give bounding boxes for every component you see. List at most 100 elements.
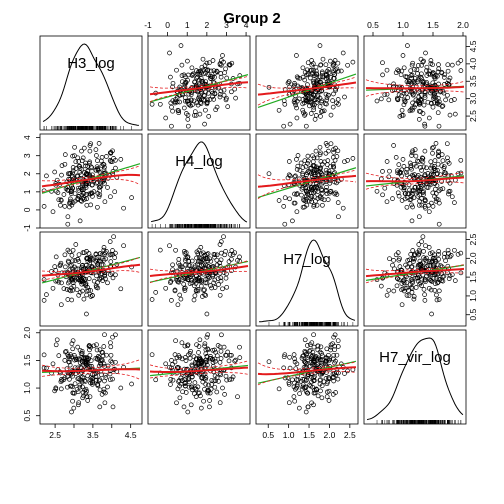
data-point bbox=[235, 394, 240, 400]
data-point bbox=[50, 285, 56, 291]
data-point bbox=[445, 62, 451, 68]
density-curve bbox=[366, 337, 464, 421]
data-point bbox=[83, 362, 89, 368]
data-point bbox=[83, 360, 89, 366]
data-point bbox=[299, 355, 305, 361]
data-point bbox=[188, 348, 193, 354]
data-point bbox=[311, 344, 317, 350]
axis-tick-label: 1.5 bbox=[427, 20, 439, 30]
data-point bbox=[294, 192, 299, 197]
data-point bbox=[311, 107, 317, 113]
data-point bbox=[455, 60, 461, 66]
data-point bbox=[335, 200, 341, 205]
data-point bbox=[196, 350, 201, 355]
data-point bbox=[174, 67, 179, 73]
data-point bbox=[65, 352, 71, 358]
data-point bbox=[417, 249, 423, 255]
data-point bbox=[432, 186, 438, 192]
data-point bbox=[149, 297, 155, 302]
data-point bbox=[378, 283, 384, 289]
data-point bbox=[311, 80, 316, 86]
data-point bbox=[224, 75, 230, 81]
panel-H4_log-vs-H7_log bbox=[255, 133, 359, 229]
data-point bbox=[80, 155, 86, 161]
data-point bbox=[410, 100, 415, 106]
axis-tick-label: 2.0 bbox=[22, 327, 32, 339]
data-point bbox=[153, 290, 159, 295]
data-point bbox=[81, 266, 86, 272]
data-point bbox=[70, 390, 76, 396]
data-point bbox=[412, 172, 417, 177]
data-point bbox=[422, 95, 428, 100]
smooth-lower-band bbox=[257, 180, 357, 199]
data-point bbox=[297, 168, 303, 173]
data-point bbox=[56, 279, 62, 285]
data-point bbox=[422, 204, 428, 209]
data-point bbox=[455, 252, 461, 257]
data-point bbox=[70, 185, 75, 191]
data-point bbox=[182, 98, 188, 104]
data-point bbox=[314, 202, 320, 208]
data-point bbox=[407, 187, 412, 193]
smooth-lower-band bbox=[365, 181, 465, 190]
data-point bbox=[170, 262, 175, 268]
data-point bbox=[112, 189, 118, 195]
data-point bbox=[227, 252, 233, 257]
data-point bbox=[237, 344, 242, 350]
data-point bbox=[203, 375, 209, 380]
smooth-line bbox=[257, 174, 357, 188]
data-point bbox=[237, 254, 242, 260]
data-point bbox=[391, 81, 396, 87]
data-point bbox=[319, 362, 324, 368]
data-point bbox=[416, 202, 422, 208]
data-point bbox=[292, 191, 297, 197]
data-point bbox=[328, 112, 334, 118]
data-point bbox=[413, 285, 419, 290]
data-point bbox=[202, 253, 208, 258]
data-point bbox=[220, 53, 225, 58]
data-point bbox=[107, 252, 113, 258]
data-point bbox=[323, 167, 329, 173]
data-point bbox=[431, 276, 437, 281]
data-point bbox=[223, 249, 228, 254]
axis-tick-label: 2.5 bbox=[344, 430, 356, 440]
axis-tick-label: 4.5 bbox=[125, 430, 137, 440]
data-point bbox=[350, 59, 356, 65]
data-point bbox=[434, 292, 439, 298]
data-point bbox=[184, 111, 189, 116]
data-point bbox=[323, 91, 329, 97]
panel-H4_log-vs-H7_vir_log bbox=[363, 133, 467, 229]
data-point bbox=[65, 214, 71, 220]
data-point bbox=[401, 277, 407, 283]
data-point bbox=[310, 360, 316, 365]
data-point bbox=[110, 334, 115, 340]
data-point bbox=[203, 280, 208, 286]
data-point bbox=[78, 351, 84, 357]
data-point bbox=[67, 204, 72, 210]
data-point bbox=[95, 166, 101, 171]
data-point bbox=[185, 112, 191, 118]
data-point bbox=[95, 356, 100, 361]
data-point bbox=[220, 385, 225, 391]
data-point bbox=[330, 392, 336, 397]
data-point bbox=[86, 161, 92, 166]
panel-H4_log-vs-H3_log bbox=[39, 133, 143, 229]
data-point bbox=[409, 150, 415, 156]
data-point bbox=[318, 150, 323, 156]
data-point bbox=[311, 402, 316, 408]
data-point bbox=[95, 158, 100, 163]
data-point bbox=[169, 104, 174, 110]
data-point bbox=[405, 43, 410, 48]
data-point bbox=[324, 191, 330, 197]
data-point bbox=[311, 378, 317, 384]
data-point bbox=[308, 111, 314, 116]
data-point bbox=[196, 371, 202, 377]
data-point bbox=[323, 358, 329, 364]
data-point bbox=[84, 388, 89, 394]
data-point bbox=[429, 250, 435, 256]
data-point bbox=[65, 221, 71, 227]
data-point bbox=[100, 278, 106, 283]
data-point bbox=[404, 167, 410, 172]
data-point bbox=[409, 218, 415, 224]
data-point bbox=[68, 288, 73, 294]
